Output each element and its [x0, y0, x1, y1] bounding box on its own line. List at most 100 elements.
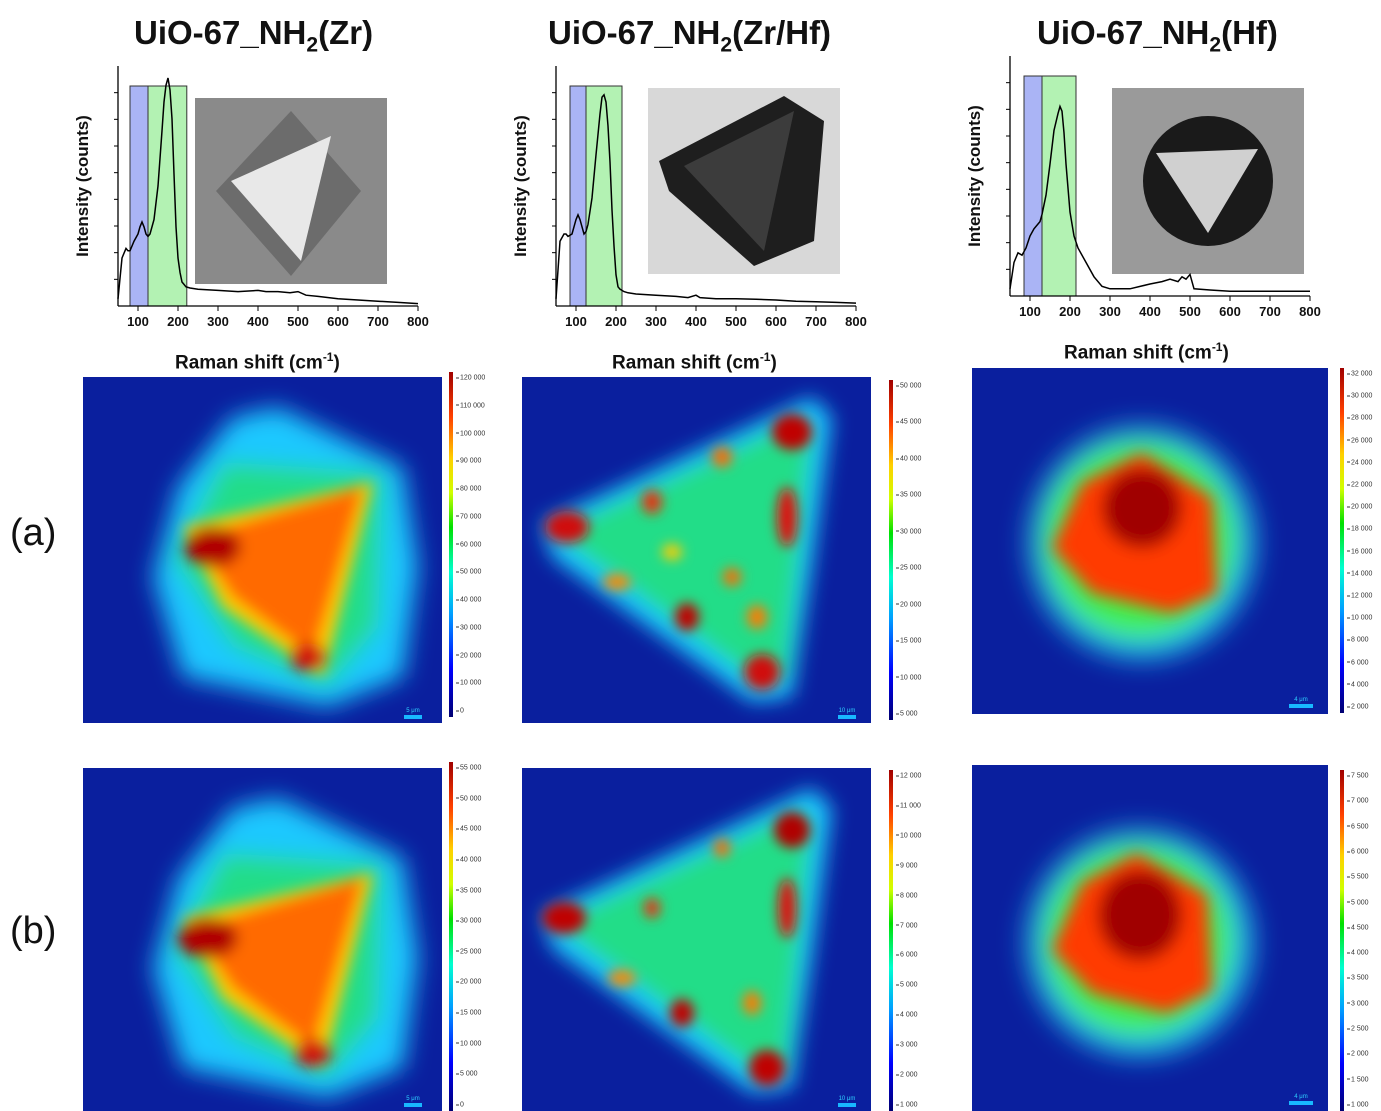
crystal-facet — [231, 136, 331, 261]
colorbar-tick-label: 10 000 — [1347, 615, 1372, 622]
colorbar-tick-label: 30 000 — [896, 528, 921, 535]
spectrum-line — [555, 93, 857, 304]
colorbar-tick-label: 12 000 — [896, 773, 921, 780]
colorbar-tick-label: 1 000 — [896, 1102, 918, 1109]
x-tick-label: 100 — [565, 314, 587, 329]
colorbar-tick-label: 16 000 — [1347, 548, 1372, 555]
map-image — [153, 407, 418, 707]
colorbar-tick-label: 4 500 — [1347, 924, 1369, 931]
x-tick-label: 700 — [367, 314, 389, 329]
colorbar-a-zr — [449, 372, 453, 717]
x-tick-label: 300 — [1099, 304, 1121, 319]
colorbar-a-hf — [1340, 368, 1344, 713]
colorbar-tick-label: 2 000 — [1347, 1051, 1369, 1058]
colorbar-tick-label: 12 000 — [1347, 593, 1372, 600]
colorbar-tick-label: 10 000 — [456, 1040, 481, 1047]
x-tick-label: 600 — [327, 314, 349, 329]
x-tick-label: 400 — [247, 314, 269, 329]
colorbar-tick-label: 9 000 — [896, 862, 918, 869]
x-tick-label: 700 — [1259, 304, 1281, 319]
colorbar-tick-label: 0 — [456, 1102, 464, 1109]
colorbar-tick-label: 3 000 — [896, 1042, 918, 1049]
colorbar-tick-label: 100 000 — [456, 430, 485, 437]
colorbar-b-zrhf — [889, 770, 893, 1111]
colorbar-tick-label: 4 000 — [896, 1012, 918, 1019]
x-tick-label: 300 — [207, 314, 229, 329]
scale-bar-b-hf: 4 μm — [1288, 1094, 1314, 1105]
crystal-facet — [1156, 149, 1258, 233]
y-axis-label: Intensity (counts) — [965, 105, 984, 247]
colorbar-tick-label: 35 000 — [896, 492, 921, 499]
raman-map-a-zr: 5 μm — [83, 377, 442, 723]
x-tick-label: 100 — [1019, 304, 1041, 319]
crystal-micrograph-inset — [648, 88, 840, 274]
colorbar-tick-label: 60 000 — [456, 541, 481, 548]
scale-bar-a-hf: 4 μm — [1288, 697, 1314, 708]
colorbar-tick-label: 25 000 — [456, 948, 481, 955]
colorbar-tick-label: 90 000 — [456, 458, 481, 465]
highlight-band-blue — [569, 85, 587, 307]
colorbar-tick-label: 30 000 — [456, 918, 481, 925]
raman-map-b-hf: 4 μm — [972, 765, 1328, 1111]
colorbar-tick-label: 18 000 — [1347, 526, 1372, 533]
colorbar-tick-label: 8 000 — [1347, 637, 1369, 644]
colorbar-tick-label: 45 000 — [456, 826, 481, 833]
colorbar-b-zr — [449, 762, 453, 1111]
scale-bar-b-zr: 5 μm — [402, 1096, 424, 1107]
colorbar-tick-label: 4 000 — [1347, 681, 1369, 688]
colorbar-tick-label: 11 000 — [896, 802, 921, 809]
colorbar-tick-label: 5 000 — [896, 711, 918, 718]
x-tick-label: 500 — [1179, 304, 1201, 319]
x-tick-label: 200 — [167, 314, 189, 329]
map-image — [542, 397, 832, 702]
colorbar-tick-label: 5 500 — [1347, 874, 1369, 881]
colorbar-tick-label: 6 000 — [1347, 848, 1369, 855]
raman-map-a-zrhf: 10 μm — [522, 377, 871, 723]
crystal-facet — [684, 111, 794, 251]
colorbar-tick-label: 40 000 — [456, 856, 481, 863]
colorbar-tick-label: 20 000 — [1347, 504, 1372, 511]
map-image — [1030, 428, 1254, 658]
colorbar-tick-label: 45 000 — [896, 419, 921, 426]
colorbar-tick-label: 6 000 — [896, 952, 918, 959]
scale-bar-a-zr: 5 μm — [402, 708, 424, 719]
colorbar-tick-label: 2 000 — [896, 1072, 918, 1079]
x-tick-label: 600 — [1219, 304, 1241, 319]
colorbar-tick-label: 2 500 — [1347, 1026, 1369, 1033]
x-tick-label: 600 — [765, 314, 787, 329]
spectrum-line — [117, 77, 419, 305]
colorbar-tick-label: 70 000 — [456, 513, 481, 520]
row-label-b: (b) — [10, 910, 57, 952]
x-tick-label: 800 — [845, 314, 867, 329]
colorbar-tick-label: 15 000 — [896, 638, 921, 645]
colorbar-tick-label: 5 000 — [456, 1071, 478, 1078]
highlight-band-green — [147, 85, 188, 307]
highlight-band-blue — [129, 85, 149, 307]
colorbar-tick-label: 35 000 — [456, 887, 481, 894]
x-tick-label: 200 — [605, 314, 627, 329]
colorbar-tick-label: 20 000 — [456, 979, 481, 986]
highlight-band-blue — [1023, 75, 1043, 297]
x-tick-label: 500 — [287, 314, 309, 329]
x-tick-label: 400 — [1139, 304, 1161, 319]
colorbar-tick-label: 20 000 — [896, 601, 921, 608]
colorbar-b-hf — [1340, 770, 1344, 1111]
colorbar-tick-label: 7 000 — [896, 922, 918, 929]
colorbar-tick-label: 40 000 — [896, 455, 921, 462]
colorbar-tick-label: 2 000 — [1347, 704, 1369, 711]
colorbar-tick-label: 14 000 — [1347, 570, 1372, 577]
x-tick-label: 200 — [1059, 304, 1081, 319]
colorbar-tick-label: 0 — [456, 708, 464, 715]
y-axis-label: Intensity (counts) — [73, 115, 92, 257]
colorbar-tick-label: 6 500 — [1347, 823, 1369, 830]
column-title-zr: UiO-67_NH2(Zr) — [134, 14, 374, 57]
x-axis-label-zrhf: Raman shift (cm-1) — [612, 350, 777, 374]
column-title-hf: UiO-67_NH2(Hf) — [1037, 14, 1278, 57]
x-tick-label: 100 — [127, 314, 149, 329]
colorbar-tick-label: 22 000 — [1347, 482, 1372, 489]
colorbar-a-zrhf — [889, 380, 893, 720]
x-tick-label: 800 — [407, 314, 429, 329]
map-image — [542, 788, 832, 1093]
raman-map-b-zr: 5 μm — [83, 768, 442, 1111]
